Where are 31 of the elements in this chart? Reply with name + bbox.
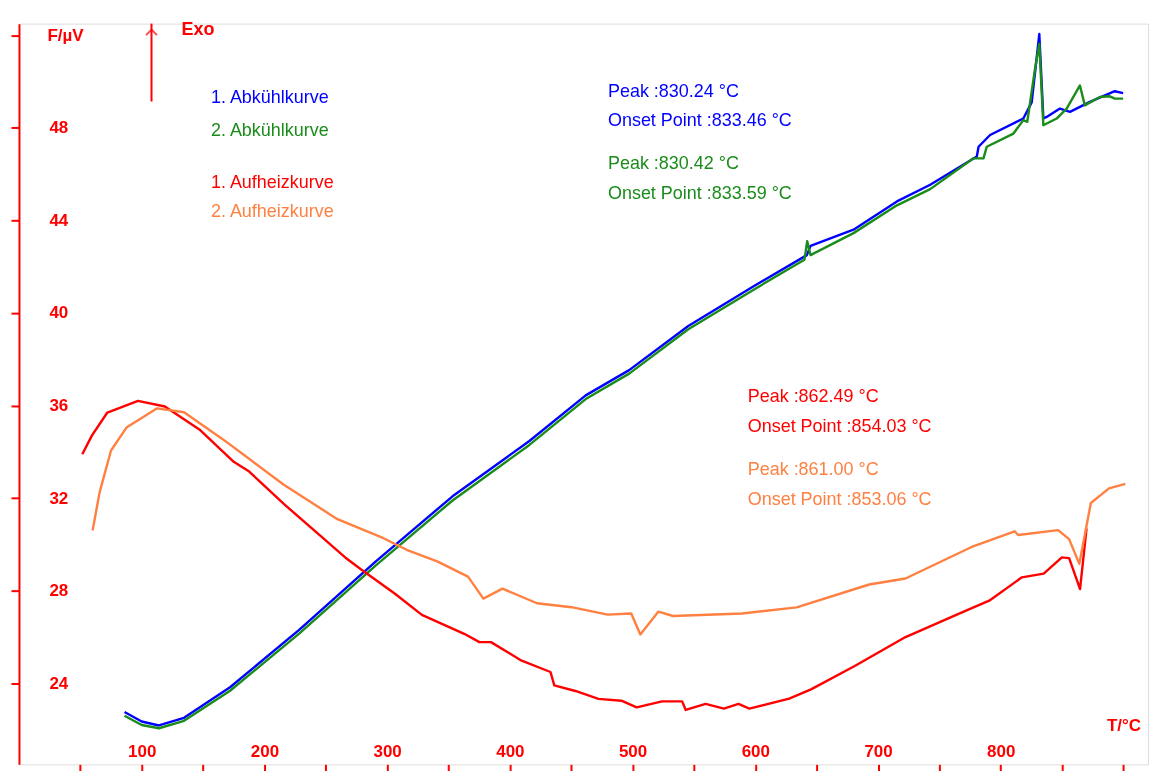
y-tick-label: 40	[49, 303, 69, 323]
annotation: Exo	[181, 18, 215, 39]
y-tick-label: 24	[49, 673, 69, 693]
annotation: Peak :830.42 °C	[607, 153, 739, 174]
x-tick-label: 200	[250, 741, 280, 761]
annotation: Onset Point :853.06 °C	[747, 488, 932, 509]
annotation: Peak :830.24 °C	[607, 80, 739, 101]
text: 2. Abkühlkurve	[210, 119, 329, 140]
x-axis-title: T/°C	[1106, 715, 1142, 735]
line-series	[91, 407, 1127, 636]
x-tick-label: 300	[373, 741, 402, 761]
text: 1. Aufheizkurve	[210, 171, 334, 192]
text: 1. Abkühlkurve	[210, 86, 329, 107]
annotation: Onset Point :854.03 °C	[747, 415, 932, 436]
y-tick-label: 44	[49, 210, 69, 230]
x-tick-label: 700	[864, 741, 893, 761]
annotation: Peak :862.49 °C	[747, 385, 879, 406]
y-axis-title: F/µV	[47, 25, 85, 45]
x-tick-label: 400	[496, 741, 525, 761]
x-tick-label: 100	[128, 741, 157, 761]
y-tick-label: 28	[49, 581, 69, 601]
annotation: Onset Point :833.46 °C	[607, 110, 792, 131]
x-tick-label: 800	[987, 741, 1016, 761]
annotation: Peak :861.00 °C	[747, 458, 879, 479]
annotation: Onset Point :833.59 °C	[607, 183, 792, 204]
x-tick-label: 500	[618, 741, 648, 761]
x-tick-label: 600	[741, 741, 770, 761]
y-tick-label: 32	[49, 488, 69, 508]
y-tick-label: 48	[49, 118, 69, 138]
y-tick-label: 36	[49, 396, 69, 416]
text: 2. Aufheizkurve	[210, 201, 334, 222]
